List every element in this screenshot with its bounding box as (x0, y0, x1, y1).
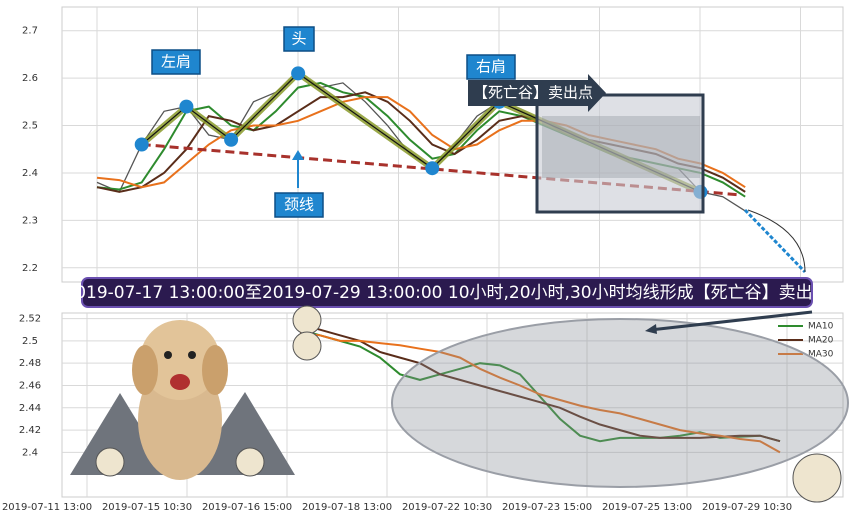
y-tick-label: 2.48 (19, 358, 41, 369)
y-tick-label: 2.5 (22, 121, 38, 132)
y-tick-label: 2.42 (19, 425, 41, 436)
series-line (299, 323, 781, 443)
trend-down (743, 208, 807, 274)
legend-label: MA20 (808, 336, 834, 346)
valley-ellipse (391, 318, 849, 488)
dog-head (140, 320, 220, 400)
x-tick-label: 2019-07-16 15:00 (202, 502, 292, 513)
dog-eye (164, 351, 172, 359)
dog-mouth (170, 374, 190, 390)
neck-pointer-head (292, 150, 304, 160)
y-tick-label: 2.4 (22, 168, 38, 179)
x-tick-label: 2019-07-18 13:00 (302, 502, 392, 513)
y-tick-label: 2.4 (22, 447, 38, 458)
pattern-point (224, 132, 239, 147)
pattern-point (291, 66, 306, 81)
tag-box (151, 49, 201, 75)
trend-arc (747, 209, 806, 273)
x-tick-label: 2019-07-11 13:00 (2, 502, 92, 513)
neckline (141, 143, 741, 197)
y-tick-label: 2.6 (22, 73, 38, 84)
skull (235, 447, 265, 477)
y-tick-label: 2.3 (22, 215, 38, 226)
skull (792, 453, 842, 503)
right-shoulder-label: 右肩 (476, 58, 506, 76)
pattern-point (179, 99, 194, 114)
death-valley-shade (542, 116, 700, 178)
rock (70, 393, 170, 475)
banner-text: 2019-07-17 13:00:00至2019-07-29 13:00:00 … (64, 283, 829, 303)
y-tick-label: 2.7 (22, 26, 38, 37)
pattern-point (134, 137, 149, 152)
pointer-head (645, 324, 657, 334)
x-tick-label: 2019-07-25 13:00 (602, 502, 692, 513)
dog-ear (202, 345, 228, 395)
skull (292, 305, 322, 335)
banner-box (81, 277, 813, 308)
y-tick-label: 2.46 (19, 380, 41, 391)
rock (190, 392, 295, 475)
y-tick-label: 2.44 (19, 403, 41, 414)
legend-label: MA10 (808, 322, 834, 332)
tag-box (466, 54, 516, 80)
head-label: 头 (291, 30, 306, 48)
y-tick-label: 2.5 (22, 336, 38, 347)
dog-ear (132, 345, 158, 395)
series-line (299, 328, 781, 443)
x-tick-label: 2019-07-15 10:30 (102, 502, 192, 513)
x-tick-label: 2019-07-22 10:30 (402, 502, 492, 513)
sell-label: 【死亡谷】卖出点 (473, 84, 593, 102)
dog-eye (188, 351, 196, 359)
skull (292, 331, 322, 361)
x-tick-label: 2019-07-29 10:30 (702, 502, 792, 513)
death-valley-box (535, 93, 705, 214)
tag-box (283, 26, 315, 52)
left-shoulder-label: 左肩 (161, 53, 191, 71)
decorations (70, 74, 849, 503)
sell-arrow (468, 74, 606, 112)
pattern-point (425, 161, 440, 176)
skull (95, 447, 125, 477)
x-tick-label: 2019-07-23 15:00 (502, 502, 592, 513)
pointer-arrow (649, 310, 813, 332)
legend-label: MA30 (808, 350, 834, 360)
series-line (299, 332, 781, 454)
neckline-label: 颈线 (284, 196, 314, 214)
tag-box (274, 192, 324, 218)
y-tick-label: 2.52 (19, 314, 41, 325)
y-tick-label: 2.2 (22, 263, 38, 274)
